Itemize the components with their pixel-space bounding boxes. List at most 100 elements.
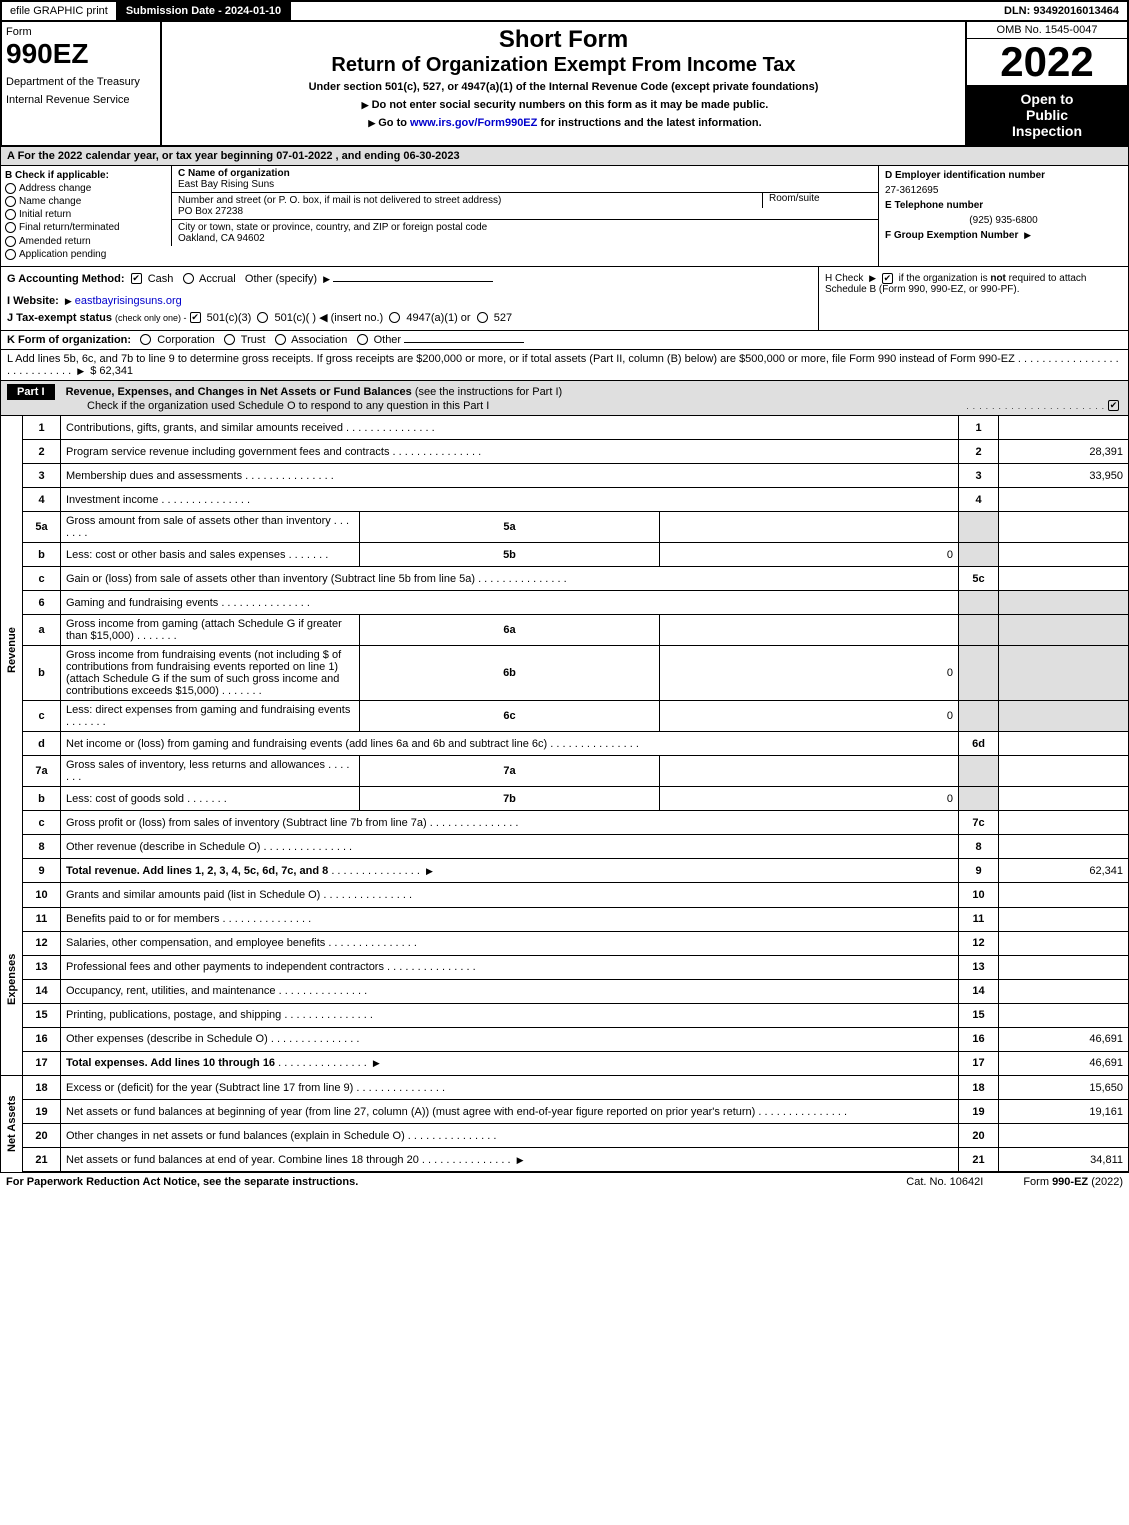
value-cell (999, 979, 1129, 1003)
website-link[interactable]: eastbayrisingsuns.org (75, 295, 182, 307)
table-row: 17Total expenses. Add lines 10 through 1… (1, 1051, 1129, 1075)
value-cell (999, 1124, 1129, 1148)
chk-other-org[interactable] (357, 334, 368, 345)
chk-corp[interactable] (140, 334, 151, 345)
chk-4947[interactable] (389, 312, 400, 323)
line-text: Grants and similar amounts paid (list in… (61, 883, 959, 907)
h-check: H Check if the organization is not requi… (818, 267, 1128, 330)
line-number: 20 (23, 1124, 61, 1148)
chk-501c[interactable] (257, 312, 268, 323)
table-row: Expenses10Grants and similar amounts pai… (1, 883, 1129, 907)
chk-501c3[interactable] (190, 312, 201, 323)
form-number: 990EZ (6, 38, 156, 70)
table-row: 20Other changes in net assets or fund ba… (1, 1124, 1129, 1148)
chk-527[interactable] (477, 312, 488, 323)
chk-sched-b[interactable] (882, 273, 893, 284)
org-city: Oakland, CA 94602 (178, 233, 265, 244)
c-addr-cell: Number and street (or P. O. box, if mail… (171, 193, 878, 220)
line-number: c (23, 701, 61, 732)
chk-name-change[interactable]: Name change (5, 196, 167, 207)
line-number: 8 (23, 835, 61, 859)
value-cell: 28,391 (999, 440, 1129, 464)
chk-final-return[interactable]: Final return/terminated (5, 222, 167, 233)
sub-line-number: 6a (360, 615, 659, 646)
chk-trust[interactable] (224, 334, 235, 345)
num-cell: 17 (959, 1051, 999, 1075)
num-cell: 20 (959, 1124, 999, 1148)
i-website: I Website: eastbayrisingsuns.org (7, 295, 812, 307)
line-text: Less: cost or other basis and sales expe… (61, 543, 360, 567)
chk-application-pending[interactable]: Application pending (5, 249, 167, 260)
line-text: Program service revenue including govern… (61, 440, 959, 464)
netassets-table: Net Assets18Excess or (deficit) for the … (0, 1076, 1129, 1173)
footer-right: Form 990-EZ (2022) (1023, 1176, 1123, 1188)
chk-accrual[interactable] (183, 273, 194, 284)
line-text: Gain or (loss) from sale of assets other… (61, 567, 959, 591)
sub-line-number: 6b (360, 646, 659, 701)
value-cell (999, 811, 1129, 835)
num-cell: 13 (959, 955, 999, 979)
value-cell (999, 835, 1129, 859)
chk-amended-return[interactable]: Amended return (5, 236, 167, 247)
num-cell: 15 (959, 1003, 999, 1027)
value-cell (999, 732, 1129, 756)
line-number: 12 (23, 931, 61, 955)
line-text: Net assets or fund balances at end of ye… (61, 1148, 959, 1172)
sub-value: 0 (659, 701, 958, 732)
line-text: Gross income from gaming (attach Schedul… (61, 615, 360, 646)
sub-value (659, 512, 958, 543)
e-label: E Telephone number (885, 200, 1122, 211)
chk-assoc[interactable] (275, 334, 286, 345)
footer-left: For Paperwork Reduction Act Notice, see … (6, 1176, 358, 1188)
num-cell: 21 (959, 1148, 999, 1172)
chk-initial-return[interactable]: Initial return (5, 209, 167, 220)
table-row: aGross income from gaming (attach Schedu… (1, 615, 1129, 646)
org-address: PO Box 27238 (178, 206, 243, 217)
table-row: 5aGross amount from sale of assets other… (1, 512, 1129, 543)
num-cell: 1 (959, 416, 999, 440)
line-number: 17 (23, 1051, 61, 1075)
line-number: b (23, 543, 61, 567)
num-cell: 5c (959, 567, 999, 591)
omb-number: OMB No. 1545-0047 (967, 22, 1127, 39)
footer: For Paperwork Reduction Act Notice, see … (0, 1172, 1129, 1191)
chk-address-change[interactable]: Address change (5, 183, 167, 194)
line-text: Total revenue. Add lines 1, 2, 3, 4, 5c,… (61, 859, 959, 883)
sub-value: 0 (659, 646, 958, 701)
irs-link[interactable]: www.irs.gov/Form990EZ (410, 117, 537, 129)
value-cell: 19,161 (999, 1100, 1129, 1124)
line-number: 15 (23, 1003, 61, 1027)
num-cell: 19 (959, 1100, 999, 1124)
line-text: Excess or (deficit) for the year (Subtra… (61, 1076, 959, 1100)
line-number: 4 (23, 488, 61, 512)
sub-value: 0 (659, 543, 958, 567)
num-cell: 10 (959, 883, 999, 907)
sub-line-number: 6c (360, 701, 659, 732)
chk-cash[interactable] (131, 273, 142, 284)
line-number: c (23, 567, 61, 591)
f-label: F Group Exemption Number (885, 230, 1122, 241)
value-cell (999, 955, 1129, 979)
value-cell: 46,691 (999, 1027, 1129, 1051)
num-cell: 4 (959, 488, 999, 512)
value-cell: 15,650 (999, 1076, 1129, 1100)
num-cell (959, 646, 999, 701)
num-cell: 2 (959, 440, 999, 464)
expense-table: Expenses10Grants and similar amounts pai… (0, 883, 1129, 1076)
chk-schedule-o[interactable] (1108, 400, 1119, 411)
value-cell (999, 591, 1129, 615)
num-cell (959, 756, 999, 787)
section-a: A For the 2022 calendar year, or tax yea… (0, 147, 1129, 166)
table-row: 4Investment income . . . . . . . . . . .… (1, 488, 1129, 512)
line-text: Gaming and fundraising events . . . . . … (61, 591, 959, 615)
row-gh: G Accounting Method: Cash Accrual Other … (0, 267, 1129, 331)
ssn-warning: Do not enter social security numbers on … (172, 99, 955, 111)
num-cell: 6d (959, 732, 999, 756)
line-text: Investment income . . . . . . . . . . . … (61, 488, 959, 512)
table-row: 9Total revenue. Add lines 1, 2, 3, 4, 5c… (1, 859, 1129, 883)
line-number: 2 (23, 440, 61, 464)
footer-center: Cat. No. 10642I (906, 1176, 983, 1188)
line-number: b (23, 646, 61, 701)
line-number: 5a (23, 512, 61, 543)
line-number: 9 (23, 859, 61, 883)
